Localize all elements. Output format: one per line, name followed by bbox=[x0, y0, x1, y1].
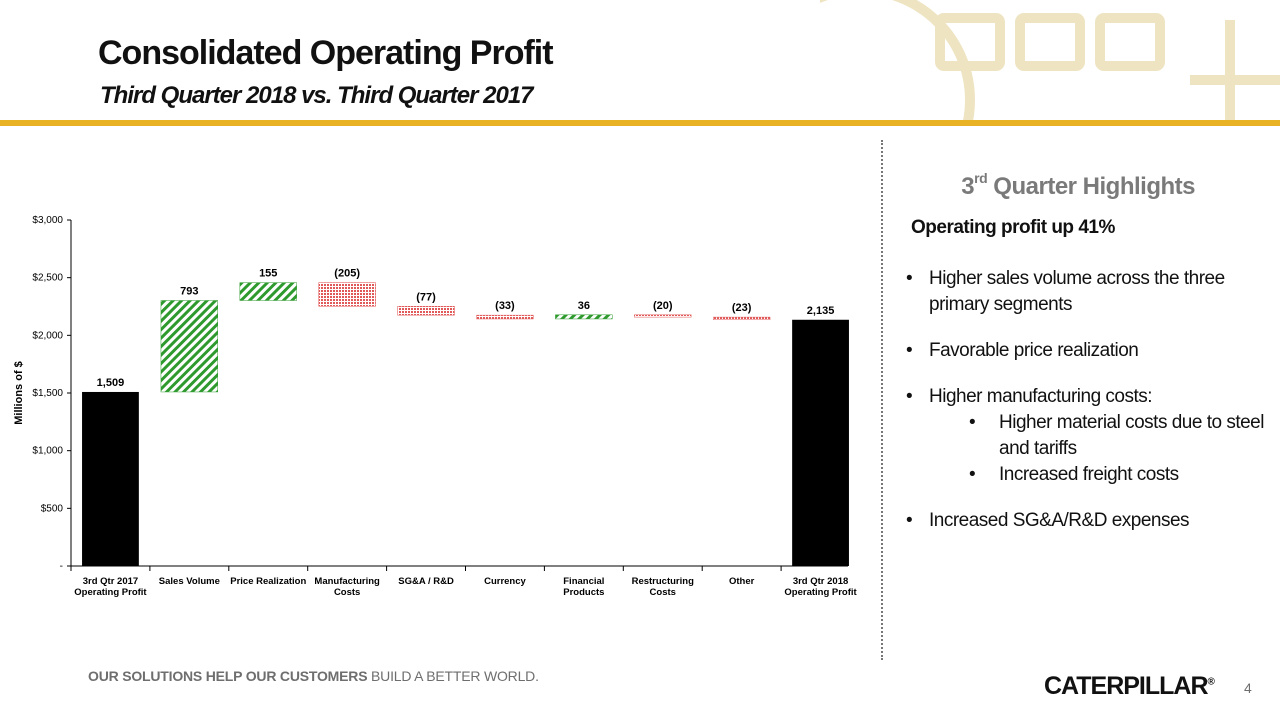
highlight-item: Higher sales volume across the three pri… bbox=[906, 266, 1266, 318]
tagline-bold: OUR SOLUTIONS HELP OUR CUSTOMERS bbox=[88, 668, 368, 684]
bar-9 bbox=[712, 316, 771, 321]
highlight-item: Higher manufacturing costs: Higher mater… bbox=[906, 384, 1266, 488]
page-subtitle: Third Quarter 2018 vs. Third Quarter 201… bbox=[100, 82, 534, 109]
page-title: Consolidated Operating Profit bbox=[98, 34, 554, 72]
logo-text: CATERPILLAR bbox=[1044, 672, 1209, 700]
x-tick-label: Currency bbox=[484, 576, 526, 587]
highlight-subitem: Increased freight costs bbox=[929, 462, 1266, 488]
highlight-sublist: Higher material costs due to steel and t… bbox=[929, 410, 1266, 488]
header-banner: Consolidated Operating Profit Third Quar… bbox=[0, 0, 1280, 120]
highlight-subitem: Higher material costs due to steel and t… bbox=[929, 410, 1266, 462]
y-tick-label: - bbox=[60, 561, 63, 572]
bar-4 bbox=[318, 282, 376, 307]
x-tick-label: Price Realization bbox=[230, 576, 306, 587]
y-tick-label: $500 bbox=[41, 503, 64, 514]
x-tick-label: 3rd Qtr 2018 Operating Profit bbox=[784, 576, 857, 598]
highlights-title-sup: rd bbox=[974, 170, 988, 186]
x-tick-label: Manufacturing Costs bbox=[314, 576, 380, 598]
y-axis-label: Millions of $ bbox=[13, 361, 25, 425]
waterfall-chart: - $500 $1,000 $1,500 $2,000 $2,500 $3,000 Milli… bbox=[13, 215, 858, 598]
bar-10 bbox=[792, 319, 849, 566]
bar-1 bbox=[82, 391, 139, 566]
data-label: (205) bbox=[334, 268, 360, 280]
highlights-title-prefix: 3 bbox=[961, 173, 975, 200]
caterpillar-logo: CATERPILLAR® bbox=[1044, 672, 1215, 701]
data-label: 793 bbox=[180, 286, 198, 298]
highlight-item: Favorable price realization bbox=[906, 338, 1266, 364]
data-label: (23) bbox=[732, 302, 752, 314]
highlight-item-text: Higher manufacturing costs: bbox=[929, 386, 1153, 407]
header-accent-rule bbox=[0, 120, 1280, 126]
registered-mark: ® bbox=[1207, 676, 1215, 688]
y-tick-label: $2,000 bbox=[32, 330, 63, 341]
section-divider bbox=[881, 140, 883, 660]
footer-tagline: OUR SOLUTIONS HELP OUR CUSTOMERS BUILD A… bbox=[88, 668, 539, 684]
tagline-rest: BUILD A BETTER WORLD. bbox=[367, 668, 539, 684]
highlight-item: Increased SG&A/R&D expenses bbox=[906, 508, 1266, 534]
y-tick-label: $3,000 bbox=[32, 215, 63, 226]
bar-2 bbox=[160, 300, 219, 393]
bar-6 bbox=[476, 314, 534, 320]
highlights-title-rest: Quarter Highlights bbox=[987, 173, 1195, 200]
page-number: 4 bbox=[1244, 680, 1252, 696]
data-label: (77) bbox=[416, 291, 436, 303]
highlights-lead: Operating profit up 41% bbox=[911, 217, 1115, 238]
bar-8 bbox=[634, 314, 692, 318]
x-tick-label: Other bbox=[729, 576, 755, 587]
bar-3 bbox=[239, 282, 297, 301]
highlights-list: Higher sales volume across the three pri… bbox=[906, 266, 1266, 554]
data-label: 2,135 bbox=[807, 305, 835, 317]
y-tick-label: $2,500 bbox=[32, 273, 63, 284]
x-tick-label: 3rd Qtr 2017 Operating Profit bbox=[74, 576, 147, 598]
x-tick-label: Restructuring Costs bbox=[632, 576, 694, 598]
header-watermark-graphic bbox=[820, 0, 1280, 120]
x-tick-label: Financial Products bbox=[563, 576, 604, 598]
bar-5 bbox=[397, 306, 455, 316]
data-label: 155 bbox=[259, 268, 277, 280]
data-label: 36 bbox=[578, 300, 590, 312]
bar-7 bbox=[555, 314, 613, 320]
x-tick-label: Sales Volume bbox=[159, 576, 220, 587]
y-tick-label: $1,000 bbox=[32, 446, 63, 457]
y-tick-label: $1,500 bbox=[32, 388, 63, 399]
data-label: 1,509 bbox=[97, 377, 125, 389]
highlights-title: 3rd Quarter Highlights bbox=[905, 170, 1195, 201]
data-label: (33) bbox=[495, 300, 515, 312]
data-label: (20) bbox=[653, 300, 673, 312]
x-tick-label: SG&A / R&D bbox=[398, 576, 454, 587]
